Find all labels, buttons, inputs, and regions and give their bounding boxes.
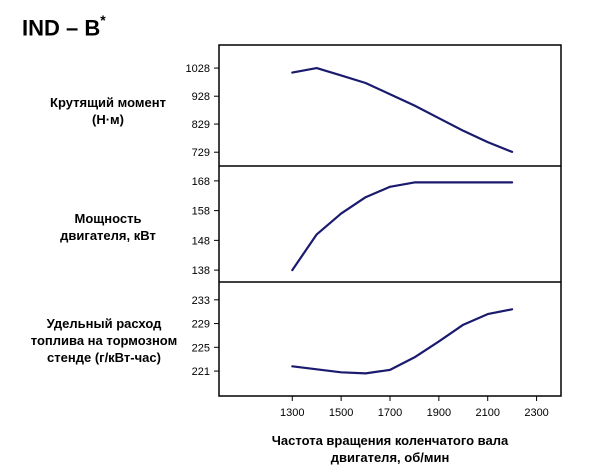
xtick-label: 2300 — [524, 407, 548, 419]
panel-1-ytick-label: 829 — [192, 119, 210, 131]
panel-3-ytick-label: 221 — [192, 366, 210, 378]
panel-2-ytick-label: 158 — [192, 206, 210, 218]
xtick-label: 1500 — [329, 407, 353, 419]
panel-2-ytick-label: 168 — [192, 176, 210, 188]
x-axis-label: Частота вращения коленчатого вала двигат… — [219, 432, 561, 466]
panel-3-label: Удельный расход топлива на тормозном сте… — [0, 315, 216, 366]
panel-2-ytick-label: 148 — [192, 235, 210, 247]
x-axis-label-line-2: двигателя, об/мин — [330, 450, 450, 465]
panel-1-ytick-label: 1028 — [186, 63, 210, 75]
plot-frame — [218, 44, 562, 397]
figure-title: IND – B* — [22, 12, 106, 41]
figure-title-main: IND – B — [22, 15, 101, 41]
panel-3-label-line-2: топлива на тормозном — [30, 333, 178, 348]
panel-2-series-line — [291, 181, 514, 272]
panel-3-ytick-label: 225 — [192, 342, 210, 354]
x-axis-label-line-1: Частота вращения коленчатого вала — [271, 433, 509, 448]
panel-1-ytick-label: 928 — [192, 91, 210, 103]
panel-1-ytick-label: 729 — [192, 147, 210, 159]
xtick-label: 1300 — [280, 407, 304, 419]
panel-2-ytick-label: 138 — [192, 265, 210, 277]
panel-3-series-line — [291, 308, 514, 375]
figure-title-sup: * — [100, 12, 106, 28]
panel-3-label-line-3: стенде (г/кВт-час) — [47, 350, 161, 365]
xtick-label: 1700 — [378, 407, 402, 419]
panel-1-label: Крутящий момент (Н·м) — [8, 94, 208, 128]
panel-1-label-line-1: Крутящий момент — [50, 95, 166, 110]
panel-3-ytick-label: 233 — [192, 295, 210, 307]
panel-2-label-line-2: двигателя, кВт — [60, 228, 156, 243]
xtick-label: 1900 — [427, 407, 451, 419]
panel-2-label-line-1: Мощность — [74, 211, 142, 226]
panel-3-label-line-1: Удельный расход — [46, 316, 162, 331]
panel-3-ytick-label: 229 — [192, 319, 210, 331]
panel-1-series-line — [291, 66, 514, 153]
xtick-label: 2100 — [475, 407, 499, 419]
panel-1-label-line-2: (Н·м) — [92, 112, 124, 127]
panel-2-label: Мощность двигателя, кВт — [8, 210, 208, 244]
